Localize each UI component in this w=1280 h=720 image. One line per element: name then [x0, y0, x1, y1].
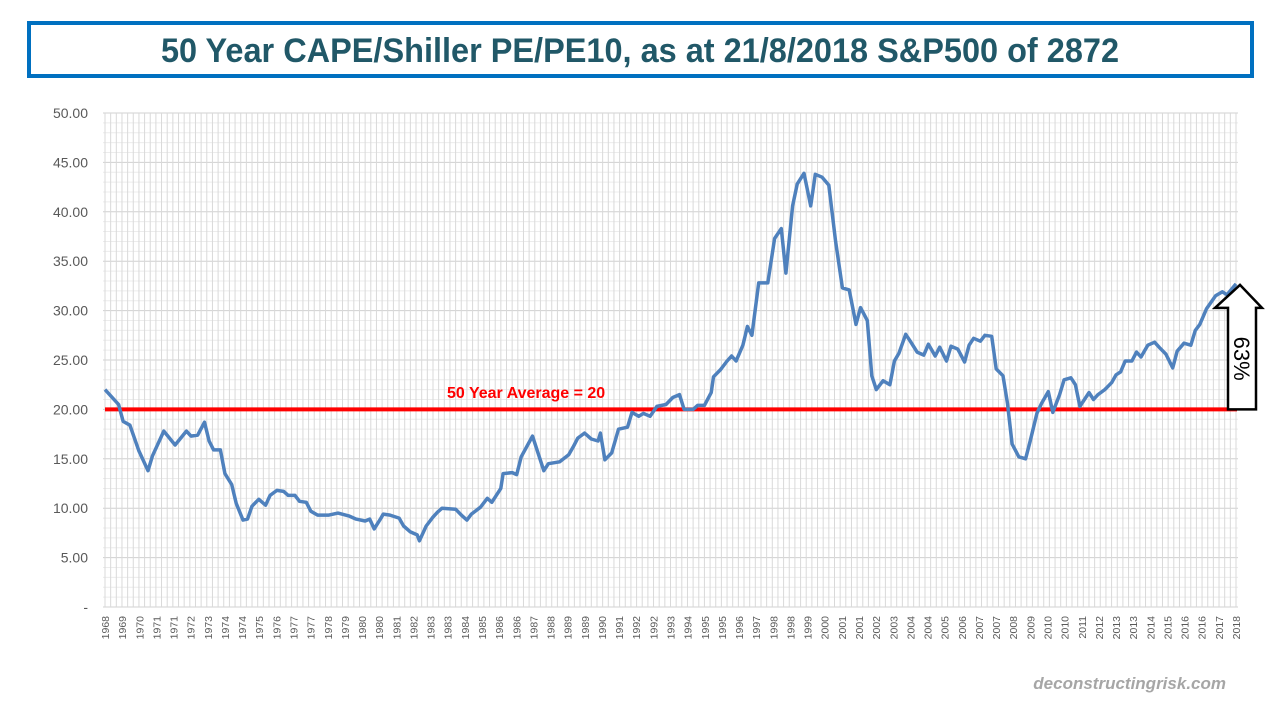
x-axis-ticks: 1968 1969 1970 1971 1971 1972 1973 1974 1974 1975… [100, 616, 1243, 640]
x-tick-label: 1996 [734, 616, 746, 640]
x-tick-label: 2010 [1043, 616, 1055, 640]
x-tick-label: 1974 [237, 616, 249, 640]
x-tick-label: 1983 [443, 616, 455, 640]
x-tick-label: 1986 [494, 616, 506, 640]
x-tick-label: 2012 [1094, 616, 1106, 640]
y-tick-label: 10.00 [53, 500, 88, 516]
x-tick-label: 1977 [306, 616, 318, 640]
x-tick-label: 1994 [683, 616, 695, 640]
y-tick-label: 25.00 [53, 352, 88, 368]
x-tick-label: 2001 [837, 616, 849, 640]
x-tick-label: 1995 [700, 616, 712, 640]
chart-title: 50 Year CAPE/Shiller PE/PE10, as at 21/8… [161, 32, 1119, 70]
x-tick-label: 2007 [991, 616, 1003, 640]
x-tick-label: 1972 [186, 616, 198, 640]
x-tick-label: 2008 [1008, 616, 1020, 640]
x-tick-label: 2018 [1231, 616, 1243, 640]
x-tick-label: 1976 [271, 616, 283, 640]
series-line [103, 171, 1238, 543]
x-tick-label: 1975 [254, 616, 266, 640]
x-tick-label: 1997 [751, 616, 763, 640]
average-label: 50 Year Average = 20 [447, 385, 605, 402]
y-tick-label: 50.00 [53, 105, 88, 121]
x-tick-label: 2004 [905, 616, 917, 640]
x-tick-label: 1968 [100, 616, 112, 640]
x-tick-label: 1998 [785, 616, 797, 640]
x-tick-label: 1971 [151, 616, 163, 640]
x-tick-label: 2016 [1180, 616, 1192, 640]
x-tick-label: 2010 [1060, 616, 1072, 640]
y-tick-label: 5.00 [61, 550, 88, 566]
x-tick-label: 1979 [340, 616, 352, 640]
x-tick-label: 2004 [923, 616, 935, 640]
x-tick-label: 1998 [768, 616, 780, 640]
x-tick-label: 1974 [220, 616, 232, 640]
x-tick-label: 2005 [940, 616, 952, 640]
x-tick-label: 1992 [648, 616, 660, 640]
y-tick-label: 15.00 [53, 451, 88, 467]
x-tick-label: 1980 [357, 616, 369, 640]
x-tick-label: 1995 [717, 616, 729, 640]
x-tick-label: 1971 [169, 616, 181, 640]
x-tick-label: 1990 [597, 616, 609, 640]
x-tick-label: 1977 [289, 616, 301, 640]
x-tick-label: 1981 [391, 616, 403, 640]
x-tick-label: 1987 [528, 616, 540, 640]
x-tick-label: 1989 [563, 616, 575, 640]
x-tick-label: 2015 [1162, 616, 1174, 640]
x-tick-label: 2001 [854, 616, 866, 640]
x-tick-label: 2000 [820, 616, 832, 640]
x-tick-label: 1992 [631, 616, 643, 640]
x-tick-label: 1970 [134, 616, 146, 640]
x-tick-label: 2009 [1025, 616, 1037, 640]
watermark: deconstructingrisk.com [1033, 674, 1226, 693]
x-tick-label: 1978 [323, 616, 335, 640]
x-tick-label: 1993 [666, 616, 678, 640]
x-tick-label: 1980 [374, 616, 386, 640]
arrow-up-icon [1211, 283, 1265, 411]
y-tick-label: - [83, 599, 88, 615]
x-tick-label: 2007 [974, 616, 986, 640]
x-tick-label: 1988 [546, 616, 558, 640]
x-tick-label: 1985 [477, 616, 489, 640]
x-tick-label: 1991 [614, 616, 626, 640]
x-tick-label: 1986 [511, 616, 523, 640]
x-tick-label: 2002 [871, 616, 883, 640]
x-tick-label: 2017 [1214, 616, 1226, 640]
x-tick-label: 1984 [460, 616, 472, 640]
x-tick-label: 2013 [1111, 616, 1123, 640]
x-tick-label: 1983 [426, 616, 438, 640]
x-tick-label: 2011 [1077, 616, 1089, 639]
grid [103, 112, 1238, 608]
x-tick-label: 1999 [803, 616, 815, 640]
x-tick-label: 1969 [117, 616, 129, 640]
x-tick-label: 2006 [957, 616, 969, 640]
x-tick-label: 2016 [1197, 616, 1209, 640]
y-tick-label: 40.00 [53, 204, 88, 220]
x-tick-label: 2003 [888, 616, 900, 640]
x-tick-label: 2013 [1128, 616, 1140, 640]
x-tick-label: 1982 [408, 616, 420, 640]
y-tick-label: 45.00 [53, 154, 88, 170]
title-box [27, 21, 1254, 78]
y-axis-ticks: - 5.00 10.00 15.00 20.00 25.00 30.00 35.00 40.00… [53, 105, 88, 615]
y-tick-label: 20.00 [53, 401, 88, 417]
percent-label: 63% [1229, 337, 1254, 381]
x-tick-label: 1973 [203, 616, 215, 640]
y-tick-label: 35.00 [53, 253, 88, 269]
y-tick-label: 30.00 [53, 303, 88, 319]
x-tick-label: 1989 [580, 616, 592, 640]
x-tick-label: 2014 [1145, 616, 1157, 640]
